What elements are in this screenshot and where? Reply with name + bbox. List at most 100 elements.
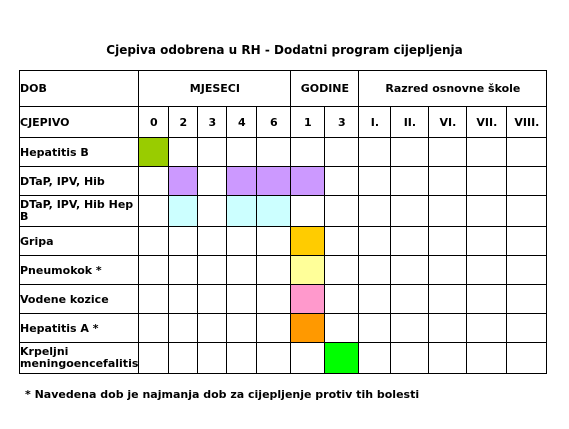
schedule-cell xyxy=(324,195,360,227)
schedule-cell-marked xyxy=(256,195,292,227)
vaccine-name: Hepatitis B xyxy=(18,137,140,167)
schedule-cell-marked xyxy=(290,166,326,196)
schedule-cell xyxy=(324,313,360,343)
footnote: * Navedena dob je najmanja dob za cijepl… xyxy=(25,388,420,401)
schedule-cell xyxy=(256,137,292,167)
schedule-cell xyxy=(168,226,199,256)
schedule-cell xyxy=(197,255,228,285)
schedule-cell-marked xyxy=(290,284,326,314)
age-header-cell: I. xyxy=(358,106,392,138)
schedule-cell xyxy=(466,342,508,374)
age-header-cell: 3 xyxy=(324,106,360,138)
schedule-cell xyxy=(390,137,430,167)
schedule-cell xyxy=(466,255,508,285)
schedule-cell xyxy=(466,195,508,227)
schedule-cell xyxy=(226,284,258,314)
schedule-cell xyxy=(506,166,548,196)
schedule-cell xyxy=(428,284,468,314)
schedule-cell xyxy=(256,226,292,256)
vaccine-name: Pneumokok * xyxy=(18,255,140,285)
header-godine: GODINE xyxy=(290,70,360,107)
schedule-cell xyxy=(197,226,228,256)
table-row: Gripa xyxy=(18,226,548,256)
schedule-cell xyxy=(168,313,199,343)
schedule-cell xyxy=(390,166,430,196)
schedule-cell xyxy=(428,226,468,256)
schedule-cell xyxy=(390,226,430,256)
schedule-cell xyxy=(358,284,392,314)
schedule-cell xyxy=(168,284,199,314)
schedule-cell xyxy=(138,284,170,314)
age-header-cell: 6 xyxy=(256,106,292,138)
age-header-cell: VII. xyxy=(466,106,508,138)
schedule-cell xyxy=(506,313,548,343)
vaccine-rows: Hepatitis B DTaP, IPV, Hib DTaP, IPV, Hib … xyxy=(18,137,548,374)
schedule-cell xyxy=(138,255,170,285)
schedule-cell-marked xyxy=(290,313,326,343)
schedule-cell xyxy=(466,284,508,314)
schedule-cell xyxy=(506,342,548,374)
schedule-cell xyxy=(324,137,360,167)
table-row: Pneumokok * xyxy=(18,255,548,285)
age-header-cell: 1 xyxy=(290,106,326,138)
schedule-cell xyxy=(358,342,392,374)
schedule-cell xyxy=(197,284,228,314)
vaccine-name: Gripa xyxy=(18,226,140,256)
schedule-cell xyxy=(358,313,392,343)
schedule-cell xyxy=(168,342,199,374)
schedule-cell xyxy=(466,226,508,256)
age-header-cell: II. xyxy=(390,106,430,138)
vaccine-name: DTaP, IPV, Hib Hep B xyxy=(18,195,140,227)
table-row: Hepatitis B xyxy=(18,137,548,167)
age-header-cell: 2 xyxy=(168,106,199,138)
schedule-cell-marked xyxy=(226,166,258,196)
schedule-cell xyxy=(197,313,228,343)
schedule-cell xyxy=(466,137,508,167)
schedule-cell-marked xyxy=(168,195,199,227)
vaccine-name: Vodene kozice xyxy=(18,284,140,314)
schedule-cell xyxy=(428,195,468,227)
page-title: Cjepiva odobrena u RH - Dodatni program … xyxy=(106,43,463,57)
schedule-cell xyxy=(197,166,228,196)
schedule-cell xyxy=(226,226,258,256)
schedule-cell xyxy=(256,284,292,314)
schedule-cell-marked xyxy=(256,166,292,196)
schedule-cell xyxy=(138,226,170,256)
schedule-cell xyxy=(428,255,468,285)
schedule-cell xyxy=(290,137,326,167)
schedule-cell xyxy=(358,166,392,196)
schedule-cell xyxy=(358,255,392,285)
schedule-cell xyxy=(390,255,430,285)
schedule-cell xyxy=(197,195,228,227)
schedule-cell-marked xyxy=(168,166,199,196)
schedule-cell xyxy=(390,195,430,227)
schedule-cell xyxy=(358,226,392,256)
schedule-cell xyxy=(138,342,170,374)
schedule-cell xyxy=(324,226,360,256)
age-header-cell: VIII. xyxy=(506,106,548,138)
schedule-cell xyxy=(428,313,468,343)
header-razred: Razred osnovne škole xyxy=(358,70,548,107)
schedule-cell xyxy=(256,313,292,343)
vaccine-name: Krpeljni meningoencefalitis xyxy=(18,342,140,374)
vaccination-schedule-table: DOB MJESECI GODINE Razred osnovne škole … xyxy=(18,70,548,374)
schedule-cell xyxy=(390,313,430,343)
schedule-cell xyxy=(428,342,468,374)
schedule-cell xyxy=(138,195,170,227)
schedule-cell-marked xyxy=(290,226,326,256)
schedule-cell xyxy=(506,137,548,167)
schedule-cell-marked xyxy=(324,342,360,374)
schedule-cell-marked xyxy=(138,137,170,167)
schedule-cell xyxy=(226,313,258,343)
header-mjeseci: MJESECI xyxy=(138,70,292,107)
schedule-cell xyxy=(506,226,548,256)
schedule-cell xyxy=(197,342,228,374)
schedule-cell xyxy=(168,137,199,167)
schedule-cell xyxy=(138,166,170,196)
schedule-cell xyxy=(290,342,326,374)
header-row-ages: CJEPIVO 0 2 3 4 6 1 3 I. II. VI. VII. VIII. xyxy=(18,106,548,138)
schedule-cell xyxy=(226,255,258,285)
schedule-cell xyxy=(290,195,326,227)
age-header-cell: 0 xyxy=(138,106,170,138)
